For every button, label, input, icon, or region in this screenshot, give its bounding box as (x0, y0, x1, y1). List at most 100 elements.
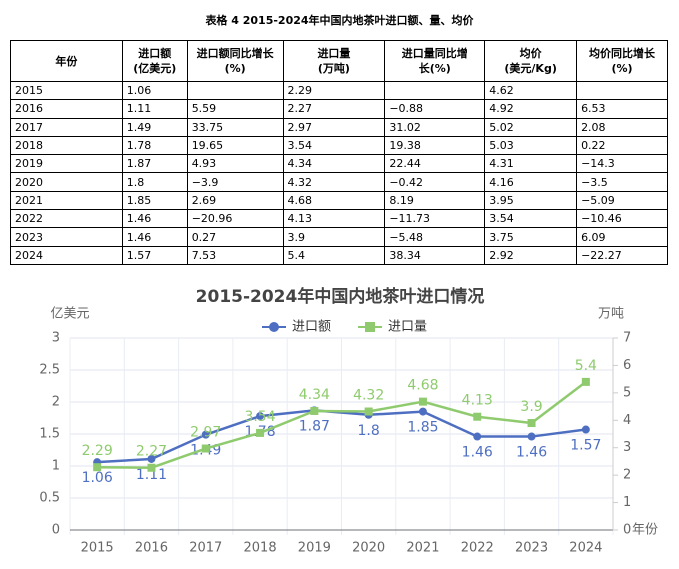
y-tick-label: 0.5 (39, 491, 60, 506)
data-label: 3.54 (244, 409, 275, 425)
y2-tick-label: 1 (623, 495, 631, 510)
header-row: 年份 进口额 (亿美元) 进口额同比增长 (%) 进口量 (万吨) 进口量同比增 长(%) 均价 (… (10, 40, 668, 82)
table-cell: 1.78 (121, 135, 188, 156)
table-cell: −3.9 (186, 172, 284, 192)
table-cell: 2.92 (484, 245, 578, 265)
table-cell: 5.02 (484, 117, 578, 137)
header-text: (美元/Kg) (504, 62, 557, 75)
y-axis-label: 亿美元 (50, 307, 89, 322)
table-cell: 3.9 (282, 227, 386, 247)
table-cell: 4.68 (282, 190, 386, 211)
table-cell: −10.46 (576, 209, 668, 229)
table-row: 2024 1.57 7.53 5.4 38.34 2.92 −22.27 (10, 245, 668, 265)
data-label: 1.11 (136, 467, 167, 483)
table-cell: 2020 (10, 172, 123, 192)
y-tick-label: 1.5 (39, 427, 60, 442)
point (256, 412, 265, 421)
table-cell: −5.48 (384, 227, 486, 247)
table-cell: −3.5 (576, 172, 668, 192)
legend-marker (269, 322, 279, 332)
table-cell: 1.87 (121, 154, 188, 174)
data-label: 1.85 (407, 420, 438, 436)
y2-tick-label: 2 (623, 468, 631, 483)
header-text: 进口量 (317, 47, 351, 60)
x-tick-label: 2020 (352, 541, 385, 556)
table-cell: 7.53 (186, 245, 284, 265)
table-cell: 31.02 (384, 117, 486, 137)
point (364, 407, 373, 416)
table-cell: 2017 (10, 117, 123, 137)
table-cell: −14.3 (576, 154, 668, 174)
table-cell: 1.49 (121, 117, 188, 137)
x-tick-label: 2024 (569, 541, 602, 556)
point (310, 406, 319, 415)
table-cell: 2018 (10, 135, 123, 156)
table-cell: 2.69 (186, 190, 284, 211)
table-cell: 1.46 (121, 209, 188, 229)
table-cell: 5.4 (282, 245, 386, 265)
data-label: 2.29 (82, 443, 113, 459)
y-tick-label: 2.5 (39, 363, 60, 378)
point (418, 407, 427, 416)
table-cell: 2015 (10, 80, 123, 101)
x-tick-label: 2022 (461, 541, 494, 556)
header-cell: 进口额 (亿美元) (121, 40, 188, 82)
series-line (97, 380, 587, 469)
point (147, 454, 156, 463)
table-row: 2018 1.78 19.65 3.54 19.38 5.03 0.22 (10, 135, 668, 156)
point (473, 412, 482, 421)
table-cell: 19.65 (186, 135, 284, 156)
table-cell: −20.96 (186, 209, 284, 229)
table-cell: 38.34 (384, 245, 486, 265)
table-cell: 1.57 (121, 245, 188, 265)
table-cell: 0.27 (186, 227, 284, 247)
table-row: 2023 1.46 0.27 3.9 −5.48 3.75 6.09 (10, 227, 668, 247)
header-cell: 进口量同比增 长(%) (384, 40, 486, 82)
data-label: 5.4 (575, 358, 597, 374)
point (256, 428, 265, 437)
table-cell: 33.75 (186, 117, 284, 137)
header-cell: 年份 (10, 40, 123, 82)
x-tick-label: 2023 (515, 541, 548, 556)
header-text: (%) (611, 62, 633, 75)
data-label: 4.68 (407, 378, 438, 394)
table-cell: 2024 (10, 245, 123, 265)
point (201, 444, 210, 453)
header-text: 进口量同比增 (401, 47, 468, 60)
table-cell: 1.85 (121, 190, 188, 211)
table-cell: 4.62 (484, 80, 578, 101)
data-label: 1.57 (570, 438, 601, 454)
table-cell: 1.06 (121, 80, 188, 101)
point (93, 463, 102, 472)
table-cell: 2023 (10, 227, 123, 247)
chart-title: 2015-2024年中国内地茶叶进口情况 (196, 286, 485, 307)
table-cell: 4.13 (282, 209, 386, 229)
table-cell: 5.03 (484, 135, 578, 156)
table-cell: −22.27 (576, 245, 668, 265)
header-text: 均价同比增长 (589, 47, 656, 60)
table-row: 2015 1.06 2.29 4.62 (10, 80, 668, 101)
legend-marker (365, 322, 375, 332)
point (527, 432, 536, 441)
table-cell: 2.27 (282, 99, 386, 119)
table-cell: 4.34 (282, 154, 386, 174)
data-label: 2.97 (190, 425, 221, 441)
point (581, 377, 590, 386)
y2-tick-label: 6 (623, 358, 631, 373)
table-row: 2017 1.49 33.75 2.97 31.02 5.02 2.08 (10, 117, 668, 137)
table-cell: 4.93 (186, 154, 284, 174)
data-label: 1.46 (516, 445, 547, 461)
header-cell: 进口量 (万吨) (282, 40, 386, 82)
header-cell: 均价同比增长 (%) (576, 40, 668, 82)
data-label: 1.87 (299, 418, 330, 434)
table-cell: 2.08 (576, 117, 668, 137)
y2-tick-label: 0 (623, 523, 631, 538)
data-table: 年份 进口额 (亿美元) 进口额同比增长 (%) 进口量 (万吨) 进口量同比增 长(%) 均价 (… (10, 40, 668, 265)
data-label: 4.34 (299, 387, 330, 403)
data-label: 2.27 (136, 444, 167, 460)
x-tick-label: 2019 (298, 541, 331, 556)
table-cell: 5.59 (186, 99, 284, 119)
x-axis-label: 年份 (632, 523, 658, 538)
table-cell: 6.53 (576, 99, 668, 119)
table-title: 表格 4 2015-2024年中国内地茶叶进口额、量、均价 (205, 14, 474, 27)
